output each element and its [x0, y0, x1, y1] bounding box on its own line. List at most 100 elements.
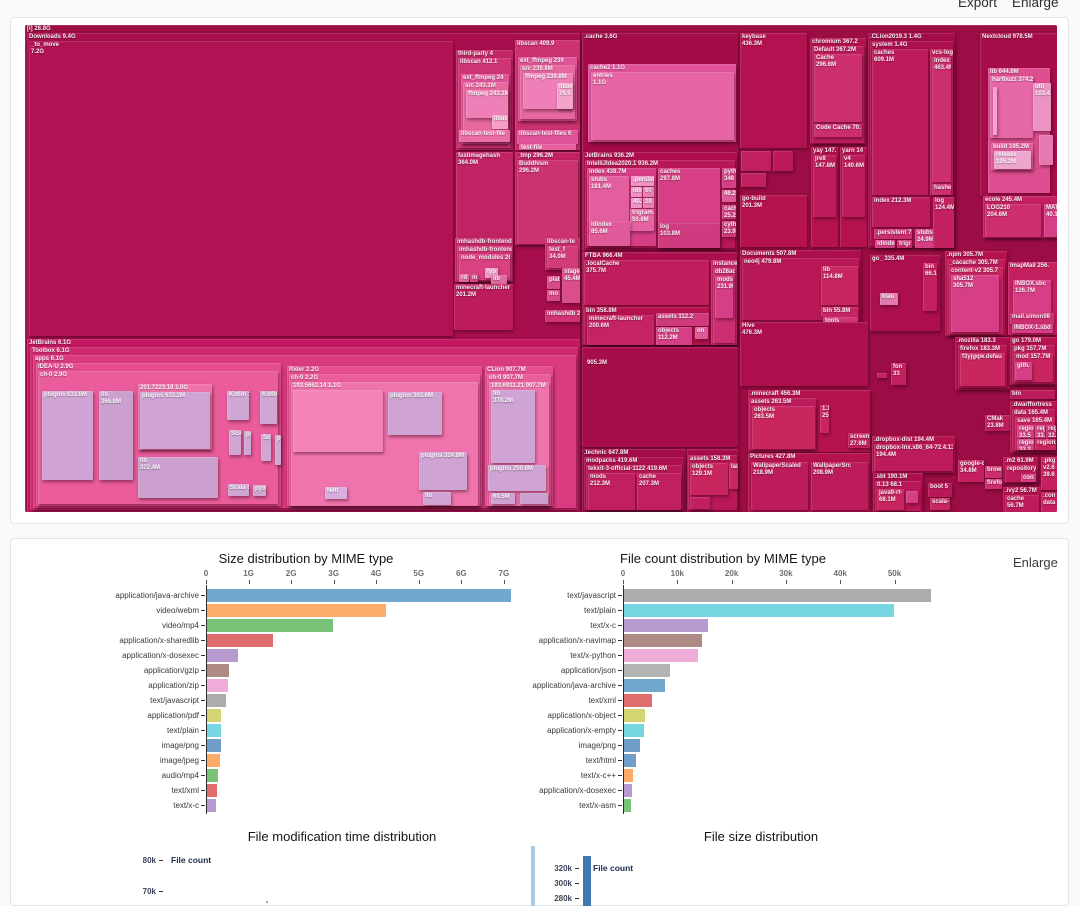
treemap-node[interactable]: test-file: [519, 144, 576, 150]
treemap-node[interactable]: boot 5: [928, 483, 952, 497]
treemap-node[interactable]: keybase 436.3M: [740, 33, 807, 148]
treemap-node[interactable]: harfbuzz 374.2M: [990, 76, 1033, 138]
treemap-node[interactable]: release 195.2M: [994, 151, 1031, 169]
treemap-node[interactable]: lib 378.2M: [491, 390, 535, 463]
treemap-node[interactable]: bin 55.8M: [821, 307, 858, 317]
treemap-node[interactable]: libav 76.5: [557, 83, 573, 109]
treemap-node[interactable]: WallpaperScaled 218.9M: [751, 462, 808, 510]
treemap-node[interactable]: tools: [823, 317, 858, 323]
treemap-node[interactable]: 28: [643, 198, 654, 208]
treemap-node[interactable]: 905.3M: [587, 360, 608, 366]
treemap-node[interactable]: lau: [729, 463, 738, 489]
treemap-node[interactable]: 60.5M: [491, 493, 515, 504]
treemap-node[interactable]: 46.2: [722, 190, 736, 202]
treemap-node[interactable]: .pkg v2.6 39.6: [1041, 457, 1057, 490]
treemap-node[interactable]: mods 231.9M: [715, 276, 733, 318]
treemap-node[interactable]: INBOX.sbc 126.7M: [1013, 280, 1051, 318]
treemap-node[interactable]: .persiste: [631, 176, 654, 186]
treemap-node[interactable]: plugins 363.6M: [388, 392, 442, 435]
treemap-node[interactable]: screen 27.6M: [848, 433, 870, 448]
treemap-node[interactable]: minecraft-launcher 200.6M: [587, 315, 654, 345]
treemap-node[interactable]: reg 33.: [1035, 425, 1045, 438]
treemap-node[interactable]: Kotlin 1.: [227, 391, 249, 420]
treemap-node[interactable]: cytho 23.9: [722, 221, 736, 237]
treemap-node[interactable]: 40.2: [631, 198, 642, 208]
treemap-node[interactable]: [582, 347, 738, 447]
treemap-node[interactable]: hashes: [932, 184, 951, 195]
treemap-node[interactable]: util 103.4: [1033, 83, 1051, 131]
treemap-node[interactable]: [877, 373, 887, 378]
treemap-node[interactable]: test_f 34.0M: [547, 246, 578, 268]
treemap-node[interactable]: Sca: [261, 434, 271, 461]
treemap-node[interactable]: Hive 476.3M: [740, 322, 868, 386]
treemap-node[interactable]: rd: [459, 274, 469, 282]
treemap-node[interactable]: mail.simon98: [1010, 313, 1054, 324]
treemap-node[interactable]: [520, 493, 548, 504]
treemap-node[interactable]: imhashdb 2: [545, 310, 580, 322]
treemap-node[interactable]: ffmpeg 243.1M: [466, 90, 508, 118]
treemap-node[interactable]: scala-: [930, 498, 950, 510]
treemap-node[interactable]: [741, 151, 771, 171]
treemap-node[interactable]: plugins 250.8M: [488, 465, 546, 491]
treemap-node[interactable]: gith.: [1015, 362, 1032, 380]
treemap-node[interactable]: entries 1.1G: [591, 72, 734, 140]
treemap-node[interactable]: [293, 390, 383, 452]
treemap-node[interactable]: Kotlin: [260, 391, 277, 424]
treemap-node[interactable]: typ: [485, 268, 498, 278]
treemap-node[interactable]: cach 25.2: [722, 205, 736, 219]
treemap-node[interactable]: plat: [547, 276, 560, 289]
treemap-node[interactable]: reg 32.: [1046, 425, 1056, 438]
treemap-node[interactable]: [690, 497, 710, 509]
treemap-node[interactable]: Scal: [229, 430, 241, 455]
treemap-node[interactable]: 1.1 25: [820, 405, 829, 433]
treemap-node[interactable]: m: [470, 274, 478, 282]
treemap-node[interactable]: mo: [547, 290, 560, 301]
treemap-node[interactable]: log 103.8M: [658, 223, 720, 248]
treemap-node[interactable]: [1039, 135, 1053, 165]
treemap-node[interactable]: con: [1021, 474, 1036, 482]
treemap-node[interactable]: Code Cache 70.: [814, 124, 862, 137]
treemap-node[interactable]: on: [695, 327, 708, 339]
treemap-node[interactable]: INBOX-1.sbd: [1012, 324, 1053, 333]
treemap-node[interactable]: go-build 201.3M: [740, 195, 807, 247]
treemap-node[interactable]: [993, 87, 997, 135]
treemap-node[interactable]: region2: [1035, 439, 1056, 450]
treemap-node[interactable]: py: [275, 435, 281, 465]
treemap-node[interactable]: idin: [631, 187, 642, 197]
treemap-node[interactable]: lib: [423, 492, 451, 505]
treemap-node[interactable]: lib: [491, 275, 507, 284]
treemap-node[interactable]: [906, 491, 918, 503]
treemap-node[interactable]: libav: [492, 115, 508, 129]
treemap-node[interactable]: v4 140.6M: [842, 155, 865, 217]
treemap-node[interactable]: idindex: [875, 240, 895, 248]
treemap-node[interactable]: assets 112.2: [656, 313, 709, 326]
treemap-node[interactable]: Cache 296.6M: [814, 54, 862, 122]
treemap-node[interactable]: cache 207.3M: [637, 473, 681, 510]
treemap-node[interactable]: [741, 173, 766, 187]
export-button[interactable]: Export: [958, 0, 998, 10]
treemap-node[interactable]: bin: [1010, 390, 1055, 399]
treemap-node[interactable]: pyth 348: [722, 168, 736, 188]
treemap-node[interactable]: libscan-test-files 6: [517, 130, 578, 144]
treemap-node[interactable]: WallpaperSrc 208.9M: [811, 462, 868, 510]
enlarge-treemap-button[interactable]: Enlarge: [1012, 0, 1059, 10]
treemap[interactable]: [i] 28.8G Downloads 9.4G _to_move 7.2G thir…: [25, 25, 1057, 512]
treemap-node[interactable]: pyth: [253, 485, 266, 496]
treemap-node[interactable]: tri: [643, 187, 654, 197]
treemap-node[interactable]: cache 56.7M: [1005, 495, 1039, 512]
treemap-node[interactable]: lib 114.8M: [821, 266, 858, 305]
treemap-node[interactable]: plugins 633.2M: [140, 392, 210, 449]
treemap-node[interactable]: py: [244, 431, 251, 455]
treemap-node[interactable]: .con data: [1041, 492, 1057, 512]
treemap-node[interactable]: _to_move 7.2G: [29, 41, 453, 336]
treemap-node[interactable]: regio 33.3: [1017, 439, 1034, 450]
treemap-node[interactable]: minecraft-launcher 201.2M: [454, 284, 513, 330]
treemap-node[interactable]: objects 129.1M: [690, 463, 728, 495]
treemap-node[interactable]: lib 372.4M: [138, 457, 218, 498]
treemap-node[interactable]: regio 33.5: [1017, 425, 1034, 438]
treemap-node[interactable]: klau: [880, 293, 898, 305]
treemap-node[interactable]: sha512 305.7M: [951, 275, 999, 332]
treemap-node[interactable]: lib 366.8M: [99, 391, 133, 480]
treemap-node[interactable]: LOG210 204.6M: [985, 204, 1041, 237]
treemap-node[interactable]: f3yjgqw.defau: [960, 353, 1005, 386]
